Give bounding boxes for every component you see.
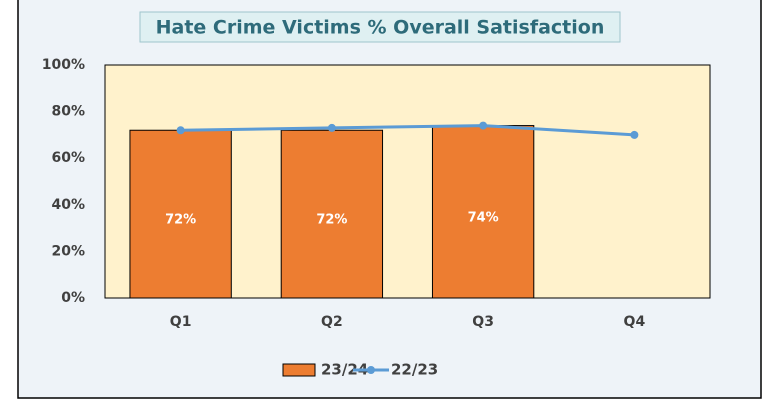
y-tick-label: 60% bbox=[51, 150, 85, 166]
bar bbox=[280, 129, 384, 299]
y-tick-label: 100% bbox=[42, 57, 85, 73]
data-label: 72% bbox=[165, 213, 196, 228]
line bbox=[180, 124, 635, 137]
y-tick-label: 0% bbox=[61, 290, 85, 306]
chart-title: Hate Crime Victims % Overall Satisfactio… bbox=[156, 17, 605, 39]
legend-swatch bbox=[282, 363, 316, 377]
x-tick-label: Q1 bbox=[170, 314, 192, 330]
data-label: 72% bbox=[316, 213, 347, 228]
legend-label: 22/23 bbox=[391, 361, 438, 379]
x-tick-label: Q3 bbox=[472, 314, 494, 330]
x-tick-label: Q2 bbox=[321, 314, 343, 330]
legend-marker bbox=[367, 366, 375, 374]
bar bbox=[129, 129, 232, 299]
line-marker bbox=[479, 121, 488, 130]
x-tick-label: Q4 bbox=[624, 314, 646, 330]
y-tick-label: 80% bbox=[51, 104, 85, 120]
y-tick-label: 20% bbox=[51, 243, 85, 259]
data-label: 74% bbox=[468, 210, 499, 225]
legend-label: 23/24 bbox=[321, 361, 368, 379]
line-marker bbox=[176, 126, 185, 135]
line-marker bbox=[327, 123, 336, 132]
y-tick-label: 40% bbox=[51, 197, 85, 213]
line-marker bbox=[630, 130, 639, 139]
title-box bbox=[139, 11, 621, 43]
bar bbox=[431, 125, 535, 299]
